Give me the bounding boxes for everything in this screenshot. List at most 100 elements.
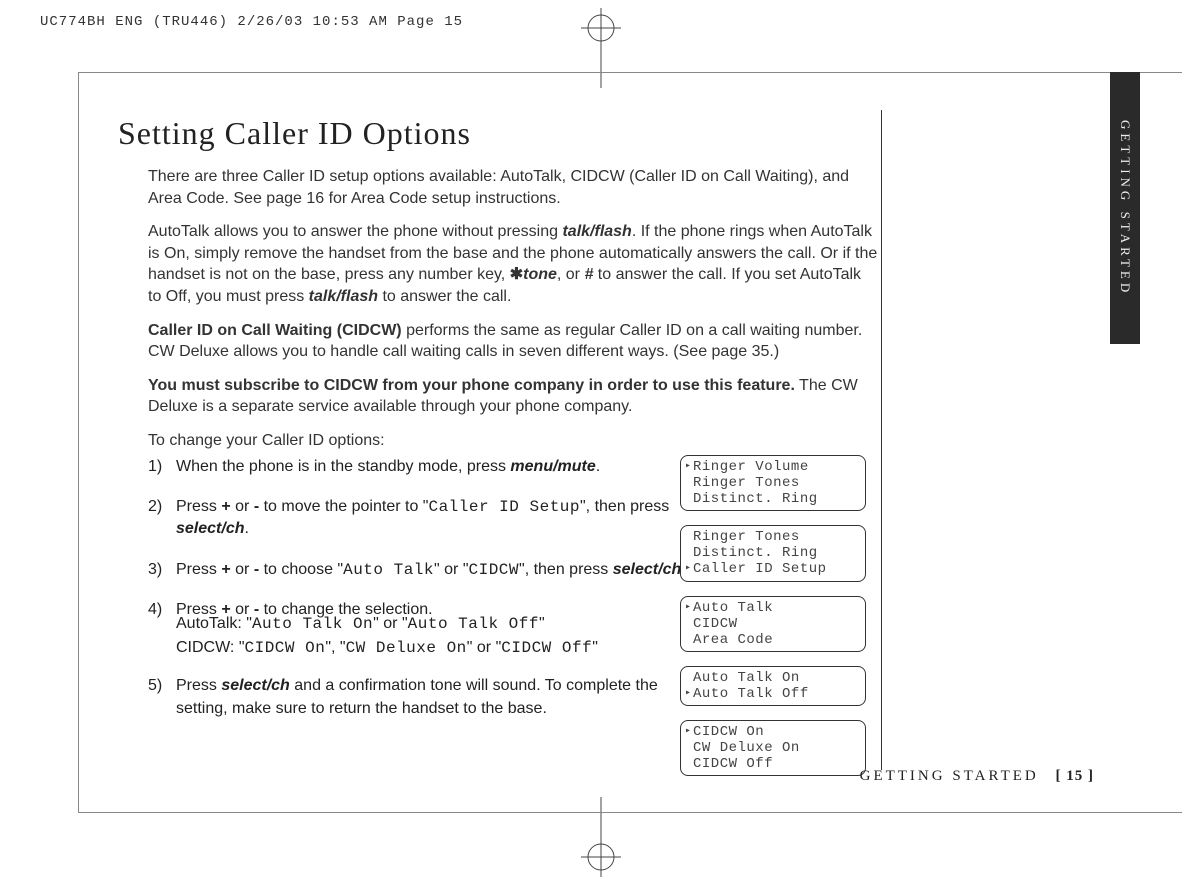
text: Press xyxy=(176,561,221,578)
lcd-text: Auto Talk On xyxy=(252,615,373,633)
step-number: 1) xyxy=(148,456,176,478)
step-number: 2) xyxy=(148,496,176,541)
text: " xyxy=(539,615,545,632)
lcd-line: Distinct. Ring xyxy=(693,491,818,507)
text: or xyxy=(231,498,254,515)
lcd-line: CW Deluxe On xyxy=(693,740,800,756)
lcd-text: Auto Talk xyxy=(343,561,434,579)
lcd-text: CIDCW xyxy=(469,561,520,579)
text: CIDCW: " xyxy=(176,639,245,656)
lcd-line: Ringer Volume xyxy=(693,459,809,475)
lcd-screen-1: ▸Ringer Volume Ringer Tones Distinct. Ri… xyxy=(680,455,866,511)
lcd-line: Area Code xyxy=(693,632,773,648)
print-header: UC774BH ENG (TRU446) 2/26/03 10:53 AM Pa… xyxy=(40,14,463,30)
lcd-line: Caller ID Setup xyxy=(693,561,827,577)
pointer-icon: ▸ xyxy=(685,724,693,740)
key-tone: tone xyxy=(523,266,557,283)
pointer-icon xyxy=(685,491,693,507)
step-number: 4) xyxy=(148,599,176,621)
key-select-ch: select/ch xyxy=(221,677,289,694)
lcd-text: Caller ID Setup xyxy=(428,498,580,516)
text: ", then press xyxy=(580,498,669,515)
pointer-icon: ▸ xyxy=(685,561,693,577)
lcd-line: CIDCW On xyxy=(693,724,764,740)
text: or xyxy=(231,561,254,578)
pointer-icon xyxy=(685,740,693,756)
lcd-text: CW Deluxe On xyxy=(346,639,467,657)
registration-mark-top xyxy=(581,8,621,48)
subscribe-note: You must subscribe to CIDCW from your ph… xyxy=(148,377,795,394)
text: . xyxy=(244,520,248,537)
text: to answer the call. xyxy=(378,288,511,305)
lcd-text: CIDCW On xyxy=(245,639,326,657)
lcd-text: Auto Talk Off xyxy=(408,615,539,633)
lcd-screen-4: Auto Talk On ▸Auto Talk Off xyxy=(680,666,866,706)
step-3: 3) Press + or - to choose "Auto Talk" or… xyxy=(148,559,708,581)
pointer-icon xyxy=(685,756,693,772)
step-4-autotalk-line: AutoTalk: "Auto Talk On" or "Auto Talk O… xyxy=(176,615,736,633)
lcd-screen-2: Ringer Tones Distinct. Ring ▸Caller ID S… xyxy=(680,525,866,581)
step-1: 1) When the phone is in the standby mode… xyxy=(148,456,708,478)
vertical-divider xyxy=(881,110,882,770)
step-number: 3) xyxy=(148,559,176,581)
text: " xyxy=(592,639,598,656)
text: ", " xyxy=(325,639,345,656)
footer-section: GETTING STARTED xyxy=(860,768,1039,784)
text: AutoTalk allows you to answer the phone … xyxy=(148,223,562,240)
key-talk-flash: talk/flash xyxy=(562,223,631,240)
text: " or " xyxy=(373,615,407,632)
paragraph-subscribe: You must subscribe to CIDCW from your ph… xyxy=(148,375,878,418)
page-footer: GETTING STARTED [ 15 ] xyxy=(860,768,1094,785)
lcd-line: Auto Talk Off xyxy=(693,686,809,702)
text: " or " xyxy=(467,639,501,656)
key-star: ✱ xyxy=(510,266,523,283)
text: When the phone is in the standby mode, p… xyxy=(176,458,510,475)
step-4-cidcw-line: CIDCW: "CIDCW On", "CW Deluxe On" or "CI… xyxy=(176,639,736,657)
pointer-icon xyxy=(685,616,693,632)
paragraph-autotalk: AutoTalk allows you to answer the phone … xyxy=(148,221,878,307)
lcd-column: ▸Ringer Volume Ringer Tones Distinct. Ri… xyxy=(680,455,866,776)
lcd-screen-5: ▸CIDCW On CW Deluxe On CIDCW Off xyxy=(680,720,866,776)
key-select-ch: select/ch xyxy=(613,561,681,578)
text: Press xyxy=(176,498,221,515)
lcd-line: Auto Talk On xyxy=(693,670,800,686)
pointer-icon xyxy=(685,475,693,491)
text: to move the pointer to " xyxy=(259,498,428,515)
pointer-icon: ▸ xyxy=(685,600,693,616)
key-select-ch: select/ch xyxy=(176,520,244,537)
text: , or xyxy=(557,266,585,283)
key-plus: + xyxy=(221,498,230,515)
lcd-line: CIDCW xyxy=(693,616,738,632)
pointer-icon: ▸ xyxy=(685,459,693,475)
step-2: 2) Press + or - to move the pointer to "… xyxy=(148,496,708,541)
pointer-icon xyxy=(685,670,693,686)
text: AutoTalk: " xyxy=(176,615,252,632)
key-plus: + xyxy=(221,561,230,578)
key-talk-flash: talk/flash xyxy=(309,288,378,305)
text: . xyxy=(596,458,600,475)
registration-mark-bottom xyxy=(581,837,621,877)
step-5: 5) Press select/ch and a confirmation to… xyxy=(148,675,708,720)
lcd-line: Ringer Tones xyxy=(693,529,800,545)
paragraph-intro: There are three Caller ID setup options … xyxy=(148,166,878,209)
pointer-icon xyxy=(685,545,693,561)
cidcw-heading: Caller ID on Call Waiting (CIDCW) xyxy=(148,322,402,339)
text: " or " xyxy=(434,561,468,578)
steps-intro: To change your Caller ID options: xyxy=(148,430,878,452)
step-number: 5) xyxy=(148,675,176,720)
lcd-screen-3: ▸Auto Talk CIDCW Area Code xyxy=(680,596,866,652)
lcd-text: CIDCW Off xyxy=(501,639,592,657)
lcd-line: Ringer Tones xyxy=(693,475,800,491)
key-menu-mute: menu/mute xyxy=(510,458,595,475)
text: ", then press xyxy=(519,561,613,578)
pointer-icon xyxy=(685,632,693,648)
section-tab: GETTING STARTED xyxy=(1110,72,1140,344)
pointer-icon xyxy=(685,529,693,545)
page-title: Setting Caller ID Options xyxy=(118,115,878,152)
pointer-icon: ▸ xyxy=(685,686,693,702)
text: to choose " xyxy=(259,561,343,578)
lcd-line: CIDCW Off xyxy=(693,756,773,772)
page-number: [ 15 ] xyxy=(1056,768,1095,784)
lcd-line: Auto Talk xyxy=(693,600,773,616)
text: Press xyxy=(176,677,221,694)
